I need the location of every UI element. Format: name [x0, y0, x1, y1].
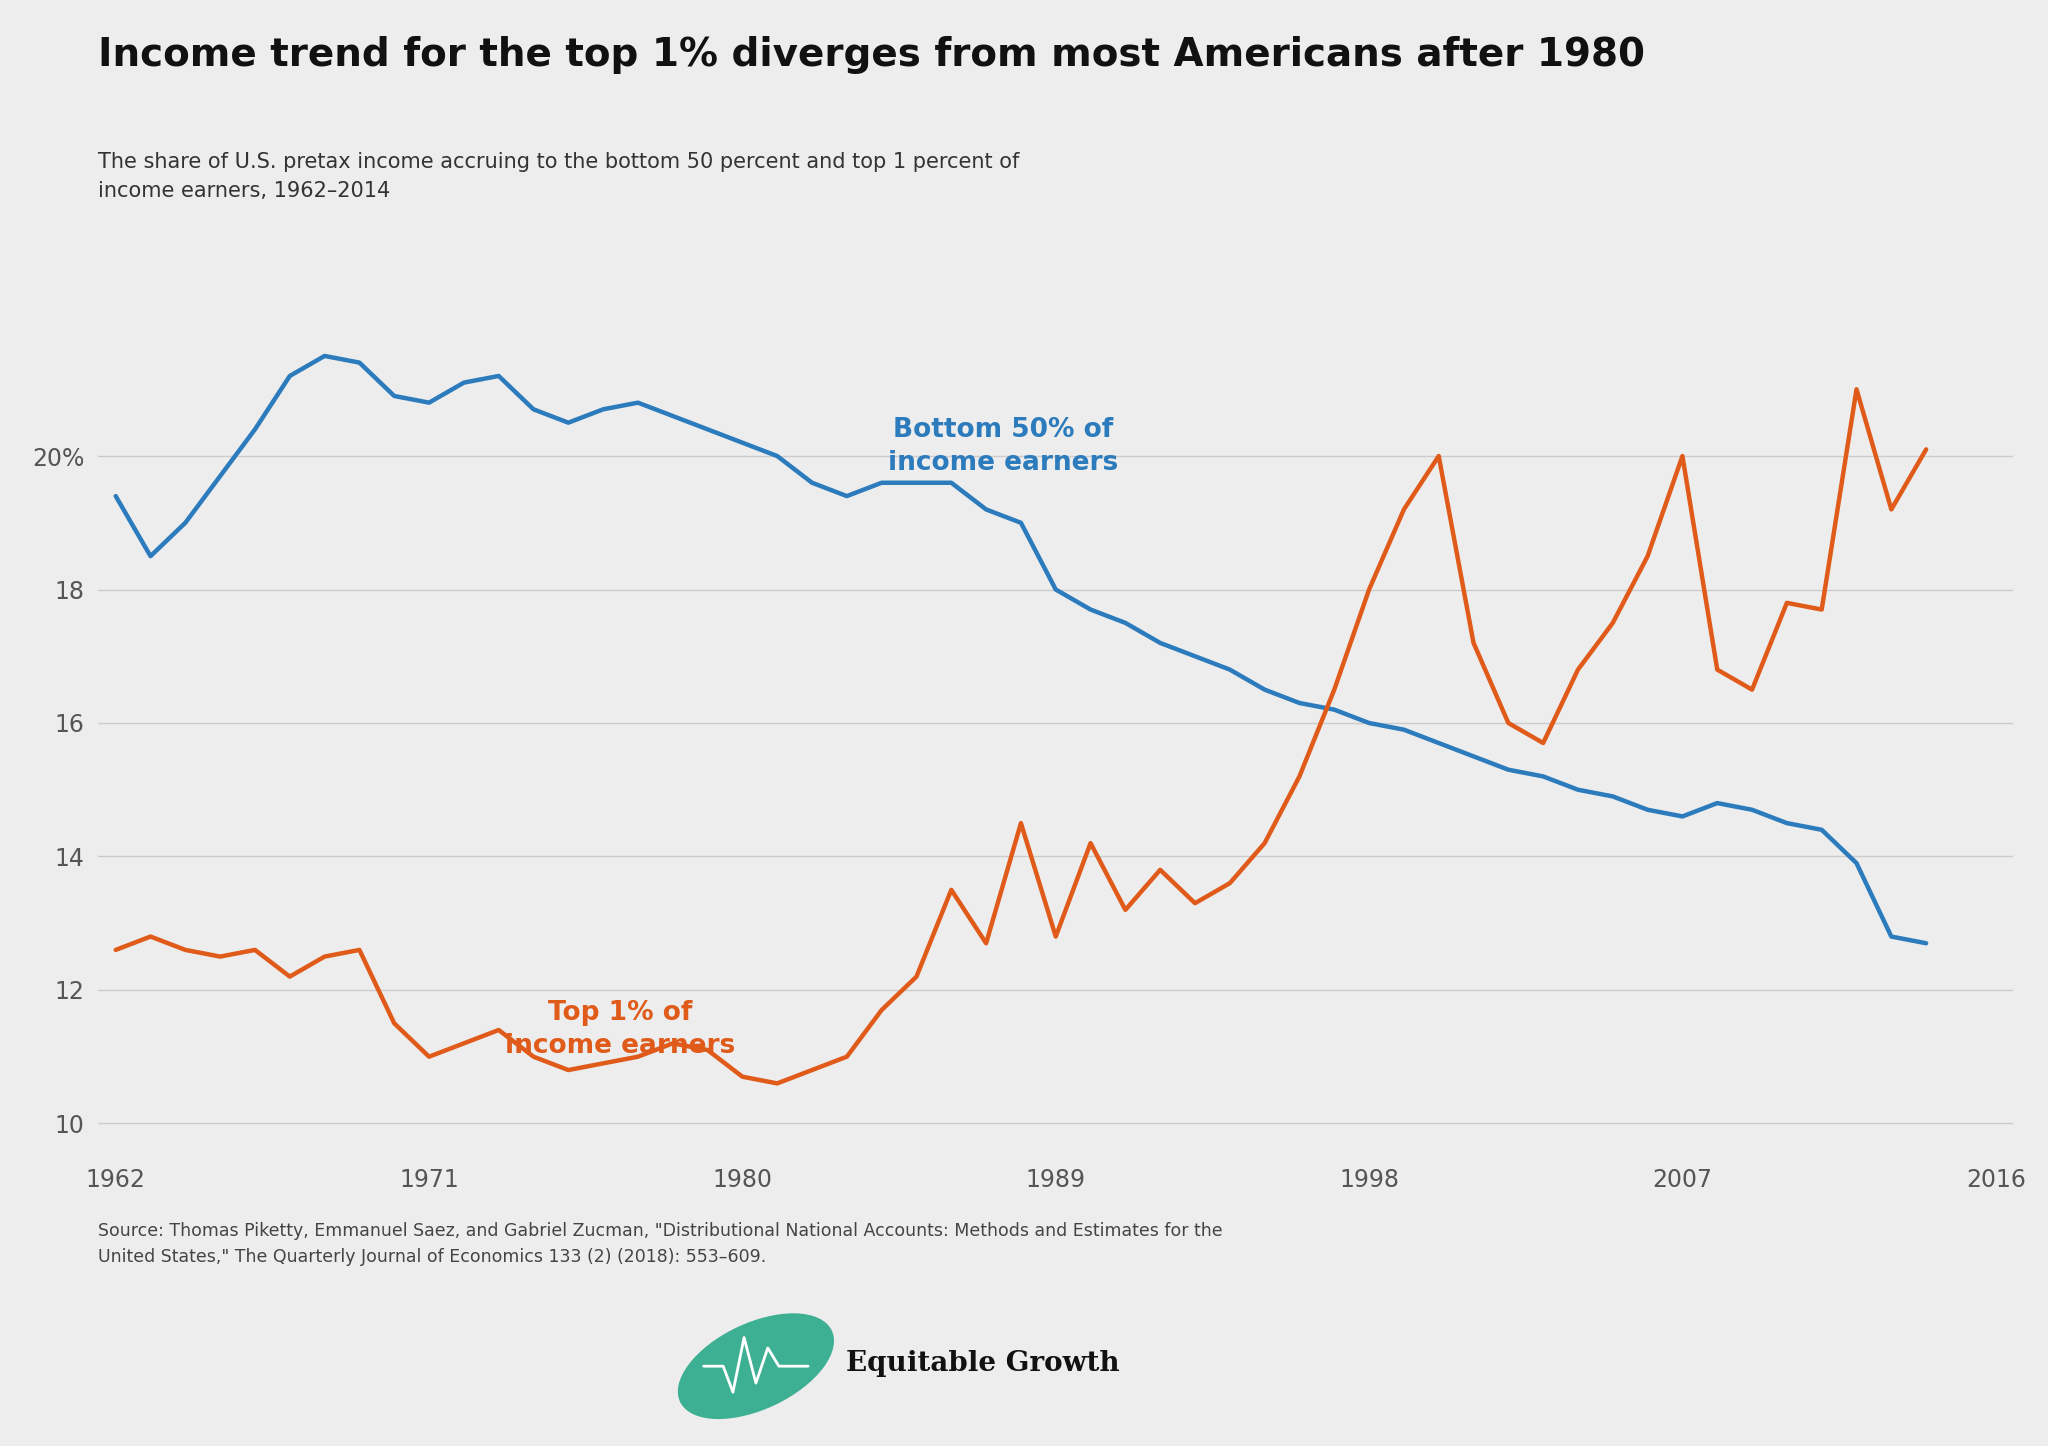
Text: Bottom 50% of
income earners: Bottom 50% of income earners — [889, 416, 1118, 476]
Text: The share of U.S. pretax income accruing to the bottom 50 percent and top 1 perc: The share of U.S. pretax income accruing… — [98, 152, 1020, 201]
Text: Source: Thomas Piketty, Emmanuel Saez, and Gabriel Zucman, "Distributional Natio: Source: Thomas Piketty, Emmanuel Saez, a… — [98, 1222, 1223, 1265]
Text: Top 1% of
income earners: Top 1% of income earners — [506, 1001, 735, 1058]
Text: Income trend for the top 1% diverges from most Americans after 1980: Income trend for the top 1% diverges fro… — [98, 36, 1645, 74]
Ellipse shape — [678, 1313, 834, 1419]
Text: Equitable Growth: Equitable Growth — [846, 1351, 1120, 1377]
